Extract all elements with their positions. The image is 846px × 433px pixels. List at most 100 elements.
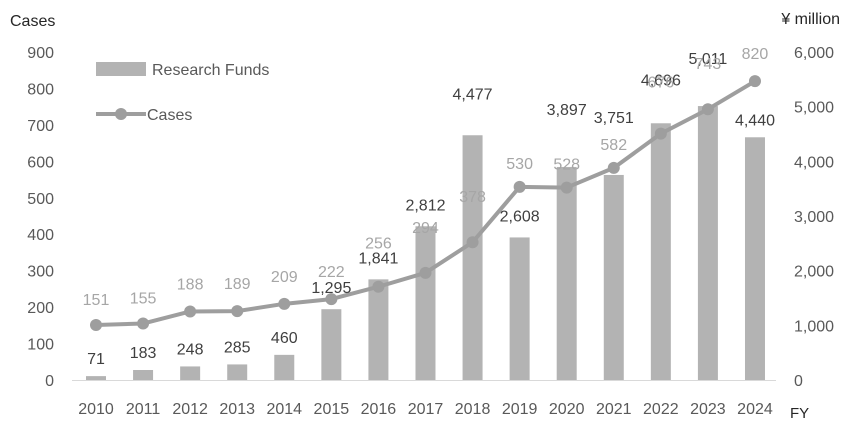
y-right-tick-label: 5,000 [794,100,834,117]
x-tick-label: 2020 [549,401,585,418]
bar [321,309,342,380]
y-left-tick-label: 100 [27,337,54,354]
legend-line-marker [115,108,127,120]
y-left-tick-label: 300 [27,264,54,281]
y-right-tick-label: 3,000 [794,209,834,226]
line-point [513,180,526,193]
line-point [654,127,667,140]
bar [274,354,295,380]
bar-data-label: 183 [130,345,157,362]
line-data-labels: 151 155 188 189 209 222 256 294 378 530 528 582 676 7… [83,46,769,309]
bar-data-label: 71 [87,351,105,368]
line-point [748,75,761,88]
x-tick-label: 2022 [643,401,679,418]
bar [744,137,765,380]
bar [509,237,530,380]
bar [368,279,389,380]
line-point [607,161,620,174]
legend-bar-swatch [96,62,146,76]
bar-data-label: 4,440 [735,112,775,129]
bar-data-label: 5,011 [688,51,727,68]
line-point [90,318,102,331]
x-tick-label: 2019 [502,401,538,418]
x-tick-label: 2014 [266,401,302,418]
legend-bar-label: Research Funds [152,62,269,79]
line-point [701,103,714,116]
x-tick-label: 2024 [737,401,773,418]
y-right-axis: 0 1,000 2,000 3,000 4,000 5,000 6,000 [794,45,834,390]
bar [227,364,248,380]
line-data-label: 820 [742,46,769,63]
bar-data-label: 3,897 [547,102,587,119]
y-left-tick-label: 400 [27,227,54,244]
bar-data-label: 285 [224,339,251,356]
bar-data-label: 248 [177,341,204,358]
bar-data-label: 4,477 [453,86,493,103]
line-point [184,305,197,318]
line-data-label: 530 [506,156,533,173]
bar-data-labels: 71 183 248 285 460 1,295 1,841 2,812 4,477 2,608 3… [87,51,775,368]
x-tick-label: 2013 [219,401,255,418]
x-axis-title: FY [790,405,809,422]
y-left-tick-label: 200 [27,300,54,317]
legend-line-label: Cases [147,107,192,124]
line-point [325,293,338,306]
y-left-tick-label: 800 [27,81,54,98]
y-left-tick-label: 600 [27,154,54,171]
y-right-tick-label: 0 [794,373,803,390]
line-data-label: 294 [412,220,439,237]
line-data-label: 209 [271,269,298,286]
bar-data-label: 4,696 [641,72,681,89]
x-tick-label: 2012 [172,401,208,418]
x-tick-label: 2015 [314,401,350,418]
line-point [231,305,244,318]
line-point [466,236,479,249]
bar [462,135,483,380]
line-point [419,266,432,279]
bar [180,366,201,380]
bar-data-label: 1,841 [358,250,398,267]
y-right-tick-label: 2,000 [794,264,834,281]
y-left-tick-label: 700 [27,118,54,135]
bar-data-label: 2,608 [500,208,540,225]
y-right-tick-label: 6,000 [794,45,834,62]
x-tick-label: 2018 [455,401,491,418]
bar [697,106,718,380]
line-data-label: 151 [83,292,110,309]
x-tick-label: 2010 [78,401,114,418]
line-data-label: 189 [224,276,251,293]
line-data-label: 256 [365,236,392,253]
y-left-axis: 0 100 200 300 400 500 600 700 800 900 [27,45,54,390]
line-series [90,75,761,331]
line-point [560,181,573,194]
x-tick-label: 2017 [408,401,444,418]
line-point [372,280,385,293]
bar-data-label: 3,751 [594,110,634,127]
bar-data-label: 460 [271,330,298,347]
x-axis: 2010 2011 2012 2013 2014 2015 2016 2017 2018 2019… [78,401,773,418]
line-data-label: 222 [318,264,345,281]
legend: Research Funds Cases [96,62,269,124]
y-right-tick-label: 1,000 [794,318,834,335]
line-data-label: 676 [647,75,674,92]
bar-data-label: 1,295 [311,280,351,297]
x-tick-label: 2011 [126,401,161,418]
bar [556,166,577,380]
y-left-tick-label: 900 [27,45,54,62]
line-point [278,297,291,310]
line-data-label: 188 [177,276,204,293]
bar [603,174,624,380]
y-right-tick-label: 4,000 [794,154,834,171]
y-left-axis-title: Cases [10,13,55,30]
bar-data-label: 2,812 [405,197,445,214]
line-data-label: 528 [553,157,580,174]
x-tick-label: 2023 [690,401,726,418]
bar [86,376,106,380]
bar [133,369,154,380]
y-right-axis-title: ¥ million [780,11,840,28]
x-tick-label: 2021 [596,401,632,418]
x-tick-label: 2016 [361,401,397,418]
bar [650,123,671,380]
bar-series [86,106,765,380]
